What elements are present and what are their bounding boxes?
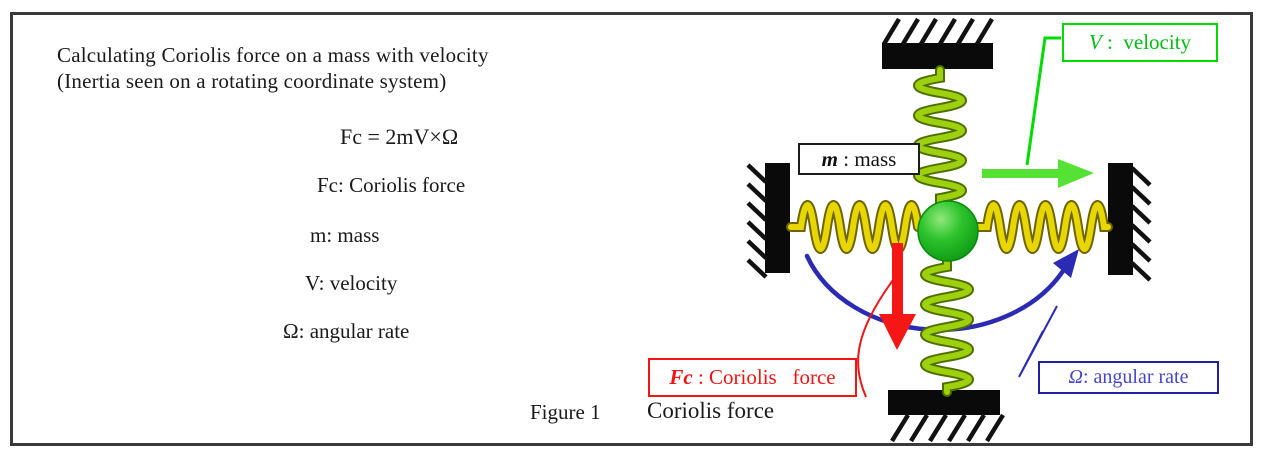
left-anchor — [746, 163, 790, 279]
angular-leader-line — [1018, 305, 1058, 378]
top-anchor — [882, 17, 994, 69]
figure-label: Figure 1 — [530, 400, 601, 424]
angular-arrowhead-icon — [1053, 249, 1079, 278]
mass-symbol: m — [821, 146, 838, 171]
velocity-leader-line — [1025, 36, 1061, 166]
mass-label-text: : mass — [838, 146, 897, 171]
velocity-symbol: V — [1088, 30, 1102, 54]
definition-fc: Fc: Coriolis force — [317, 173, 466, 197]
coriolis-label-text: : Coriolis force — [692, 365, 836, 389]
coriolis-arrow — [857, 243, 916, 398]
velocity-arrowhead-icon — [1058, 159, 1094, 188]
figure-border — [10, 12, 1253, 446]
bottom-hatch-lines — [890, 413, 1005, 443]
spring-left — [786, 200, 923, 254]
coriolis-symbol: Fc — [669, 365, 693, 389]
angular-symbol: Ω — [1068, 366, 1083, 388]
title-line-1: Calculating Coriolis force on a mass wit… — [57, 43, 489, 67]
left-hatch-lines — [746, 163, 768, 279]
velocity-arrow — [982, 36, 1094, 188]
figure-title: Coriolis force — [647, 398, 775, 423]
coriolis-equation: Fc = 2mV×Ω — [340, 124, 459, 149]
coriolis-leader-line — [857, 279, 894, 398]
spring-right — [973, 200, 1113, 254]
right-hatch-lines — [1130, 166, 1152, 282]
angular-label-text: : angular rate — [1082, 366, 1189, 388]
spring-top — [913, 65, 967, 208]
panel-title: Calculating Coriolis force on a mass wit… — [57, 42, 489, 94]
mass-label-box: m : mass — [798, 143, 920, 175]
velocity-label-text: : velocity — [1101, 30, 1192, 54]
coriolis-label-box: Fc : Coriolis force — [648, 358, 857, 397]
right-anchor — [1108, 163, 1152, 282]
angular-rate-label-box: Ω: angular rate — [1038, 361, 1219, 394]
top-hatch-lines — [882, 17, 994, 46]
definition-m: m: mass — [310, 223, 380, 247]
definition-omega: Ω: angular rate — [283, 319, 410, 343]
velocity-label-box: V : velocity — [1062, 23, 1218, 62]
coriolis-arrowhead-icon — [879, 314, 916, 350]
bottom-anchor — [888, 390, 1005, 443]
spring-bottom — [920, 256, 974, 397]
mass-ball — [917, 200, 979, 262]
title-line-2: (Inertia seen on a rotating coordinate s… — [57, 69, 447, 93]
definition-v: V: velocity — [305, 271, 398, 295]
